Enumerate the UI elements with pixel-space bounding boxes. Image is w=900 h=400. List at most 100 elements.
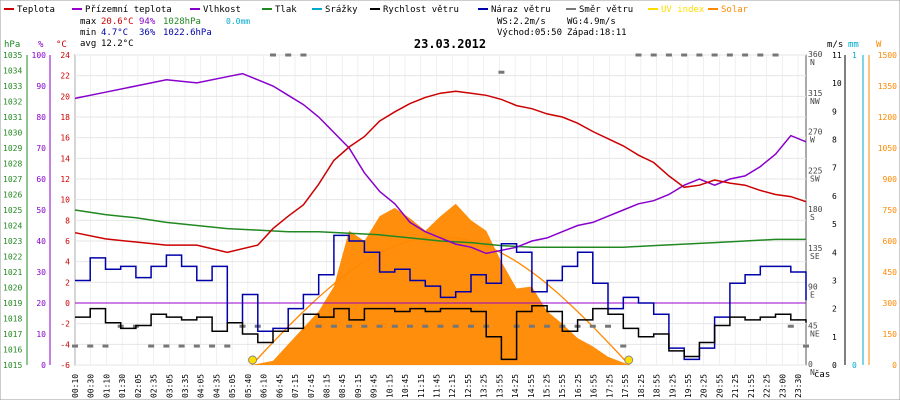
direction-mark (315, 324, 322, 328)
tick-time: 04:35 (212, 374, 221, 398)
stat-max-label: max (80, 17, 97, 27)
direction-mark (681, 53, 688, 57)
direction-mark (300, 53, 307, 57)
legend-label: Tlak (275, 5, 297, 15)
tick-time: 12:55 (464, 374, 473, 398)
tick-time: 14:25 (511, 374, 520, 398)
tick-time: 23:00 (778, 374, 787, 398)
stat-avg-label: avg (80, 39, 96, 49)
direction-mark (605, 324, 612, 328)
tick-time: 19:25 (668, 374, 677, 398)
direction-mark (102, 344, 109, 348)
direction-mark (650, 53, 657, 57)
tick-direction-label: SW (810, 174, 820, 183)
tick-direction: 360 (808, 50, 823, 59)
tick-humidity: 70 (36, 144, 46, 153)
legend-item-feels: Přízemní teplota (72, 5, 172, 15)
legend-label: Teplota (17, 5, 55, 15)
legend-label: Náraz větru (491, 5, 551, 15)
legend-label: Směr větru (579, 5, 633, 15)
direction-mark (742, 53, 749, 57)
tick-solar: 1350 (878, 82, 897, 91)
direction-mark (87, 344, 94, 348)
direction-mark (346, 324, 353, 328)
stats-box: max 20.6°C 94% 1028hPa 0.0mm min 4.7°C 3… (80, 17, 627, 49)
direction-mark (178, 344, 185, 348)
direction-mark (330, 324, 337, 328)
direction-mark (72, 344, 78, 348)
direction-mark (467, 324, 474, 328)
stat-max-press: 1028hPa (163, 17, 201, 27)
legend-item-solar: Solar (708, 5, 749, 15)
tick-temp: 10 (60, 196, 70, 205)
legend-item-uv: UV index (648, 5, 705, 15)
legend: Teplota Přízemní teplota Vlhkost Tlak Srážky… (4, 5, 749, 15)
tick-temp: 2 (65, 278, 70, 287)
tick-solar: 300 (883, 299, 898, 308)
tick-time: 19:55 (684, 374, 693, 398)
stat-sunrise: Východ:05:50 (497, 28, 562, 38)
tick-time: 07:15 (291, 374, 300, 398)
direction-mark (711, 53, 718, 57)
tick-wind: 7 (832, 164, 837, 173)
direction-mark (285, 53, 292, 57)
tick-solar: 600 (883, 237, 898, 246)
tick-solar: 750 (883, 206, 898, 215)
tick-humidity: 30 (36, 268, 46, 277)
tick-direction: 135 (808, 244, 823, 253)
tick-solar: 0 (892, 361, 897, 370)
direction-mark (209, 344, 216, 348)
tick-temp: -2 (60, 320, 70, 329)
tick-time: 01:10 (102, 374, 111, 398)
direction-mark (193, 344, 200, 348)
tick-pressure: 1028 (3, 160, 22, 169)
stat-max-hum: 94% (139, 17, 156, 27)
tick-time: 14:55 (527, 374, 536, 398)
stat-min-press: 1022.6hPa (163, 28, 212, 38)
stat-ws: WS:2.2m/s (497, 17, 546, 27)
tick-rain: 0 (852, 361, 857, 370)
direction-mark (361, 324, 368, 328)
direction-mark (787, 324, 794, 328)
direction-mark (452, 324, 459, 328)
tick-pressure: 1018 (3, 315, 22, 324)
tick-time: 04:05 (197, 374, 206, 398)
tick-direction-label: N (810, 58, 815, 67)
unit-pressure: hPa (4, 40, 20, 50)
gust-line (75, 234, 807, 361)
unit-rain: mm (848, 40, 859, 50)
tick-solar: 900 (883, 175, 898, 184)
tick-wind: 8 (832, 136, 837, 145)
tick-wind: 5 (832, 220, 837, 229)
sunset-marker (624, 355, 634, 365)
tick-wind: 11 (832, 51, 842, 60)
tick-pressure: 1021 (3, 268, 22, 277)
tick-humidity: 0 (41, 361, 46, 370)
direction-mark (163, 344, 170, 348)
tick-wind: 1 (832, 333, 837, 342)
tick-time: 23:30 (794, 374, 803, 398)
tick-temp: 12 (60, 175, 70, 184)
tick-time: 02:05 (134, 374, 143, 398)
tick-time: 22:25 (763, 374, 772, 398)
tick-temp: 14 (60, 154, 70, 163)
direction-mark (772, 53, 779, 57)
direction-mark (757, 53, 764, 57)
tick-time: 17:55 (621, 374, 630, 398)
unit-temp: °C (56, 40, 67, 50)
tick-time: 21:25 (731, 374, 740, 398)
tick-pressure: 1033 (3, 82, 22, 91)
unit-humidity: % (38, 40, 44, 50)
tick-temp: 20 (60, 92, 70, 101)
tick-time: 15:25 (543, 374, 552, 398)
direction-mark (224, 344, 231, 348)
tick-pressure: 1019 (3, 299, 22, 308)
tick-solar: 1500 (878, 51, 897, 60)
stat-wg: WG:4.9m/s (567, 17, 616, 27)
tick-time: 10:45 (401, 374, 410, 398)
tick-time: 09:15 (354, 374, 363, 398)
humidity-line (74, 72, 807, 255)
tick-solar: 150 (883, 330, 898, 339)
direction-mark (620, 344, 627, 348)
tick-direction-label: NE (810, 329, 820, 338)
